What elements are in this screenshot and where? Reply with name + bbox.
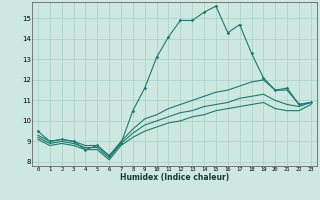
X-axis label: Humidex (Indice chaleur): Humidex (Indice chaleur) xyxy=(120,173,229,182)
